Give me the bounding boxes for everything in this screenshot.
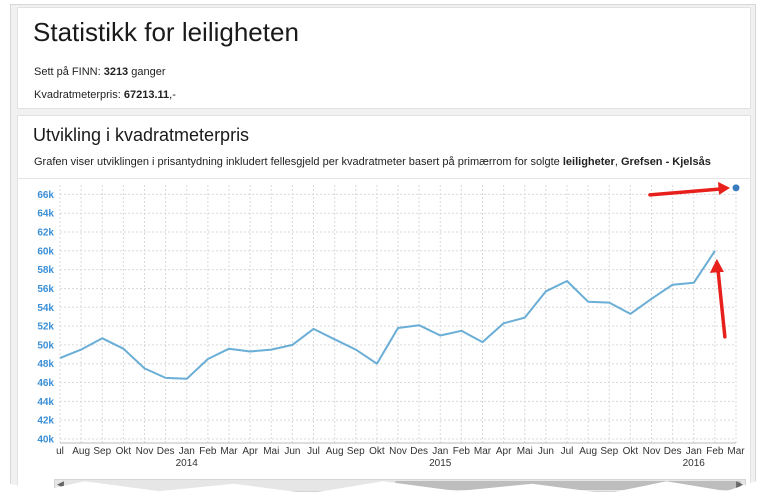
x-tick-label: Nov: [389, 446, 407, 457]
chart-series: [59, 184, 740, 380]
views-suffix: ganger: [131, 66, 166, 78]
price-development-card: Utvikling i kvadratmeterpris Grafen vise…: [17, 115, 751, 494]
sqm-price-suffix: ,-: [169, 89, 176, 101]
x-tick-label: Apr: [496, 446, 512, 457]
page-title: Statistikk for leiligheten: [33, 17, 299, 47]
x-tick-label: Nov: [136, 446, 154, 457]
x-tick-label: Jun: [538, 446, 554, 457]
x-tick-label: Okt: [116, 446, 132, 457]
scrollbar-thumb[interactable]: [395, 481, 741, 490]
description-text: Grafen viser utviklingen i prisantydning…: [34, 156, 560, 168]
x-tick-label: Sep: [600, 446, 618, 457]
x-tick-label: Sep: [93, 446, 111, 457]
chart-annotations: [648, 181, 730, 339]
x-tick-label: Okt: [369, 446, 385, 457]
x-tick-label: Feb: [706, 446, 724, 457]
chart-scrollbar[interactable]: ◀ ▶: [54, 479, 746, 492]
x-tick-label: Mai: [263, 446, 279, 457]
arrow-shaft: [716, 267, 727, 339]
x-year-label: 2016: [683, 458, 706, 469]
price-line-chart: 40k 42k 44k 46k 48k 50k 52k 54k 56k 58k 60k 62k 64k 6…: [37, 181, 745, 469]
y-tick-label: 40k: [37, 435, 54, 446]
x-year-label: 2015: [429, 458, 452, 469]
x-axis: ul Aug Sep Okt Nov Des Jan Feb Mar Apr Mai Jun Jul Au…: [56, 442, 745, 469]
section-description: Grafen viser utviklingen i prisantydning…: [34, 156, 711, 168]
sqm-price-value: 67213.11: [123, 89, 170, 101]
x-tick-label: Jun: [284, 446, 300, 457]
chart-grid: [59, 185, 737, 443]
arrow-head: [718, 181, 730, 195]
x-tick-label: Jul: [561, 446, 574, 457]
x-tick-label: Aug: [72, 446, 90, 457]
statistics-page: Statistikk for leiligheten Sett på FINN:…: [10, 4, 756, 494]
y-tick-label: 54k: [37, 303, 54, 314]
x-tick-label: Apr: [242, 446, 258, 457]
x-tick-label: Des: [157, 446, 175, 457]
y-tick-label: 62k: [37, 228, 54, 239]
views-stat: Sett på FINN: 3213 ganger: [34, 66, 166, 78]
x-tick-label: Aug: [579, 446, 597, 457]
scroll-left-icon[interactable]: ◀: [57, 479, 64, 489]
x-tick-label: Feb: [453, 446, 471, 457]
x-tick-label: Mar: [474, 446, 492, 457]
x-tick-label: Aug: [326, 446, 344, 457]
x-tick-label: Feb: [199, 446, 217, 457]
x-year-label: 2014: [176, 458, 199, 469]
y-tick-label: 52k: [37, 322, 54, 333]
y-tick-label: 58k: [37, 265, 54, 276]
y-tick-label: 66k: [37, 190, 54, 201]
section-title: Utvikling i kvadratmeterpris: [33, 125, 250, 145]
x-tick-label: ul: [56, 446, 64, 457]
x-tick-label: Jan: [179, 446, 195, 457]
x-tick-label: Jul: [307, 446, 320, 457]
y-axis: 40k 42k 44k 46k 48k 50k 52k 54k 56k 58k 60k 62k 64k 6…: [37, 190, 54, 446]
series-line: [59, 250, 716, 380]
y-tick-label: 60k: [37, 246, 54, 257]
x-tick-label: Jan: [432, 446, 448, 457]
scroll-right-icon[interactable]: ▶: [736, 479, 743, 489]
description-type: leiligheter: [562, 156, 615, 168]
y-tick-label: 46k: [37, 378, 54, 389]
stats-summary-card: Statistikk for leiligheten Sett på FINN:…: [17, 7, 751, 109]
y-tick-label: 64k: [37, 209, 54, 220]
red-arrow-icon: [648, 181, 730, 197]
arrow-head: [709, 258, 724, 273]
x-tick-label: Sep: [347, 446, 365, 457]
x-tick-label: Jan: [686, 446, 702, 457]
x-tick-label: Mar: [727, 446, 745, 457]
red-arrow-icon: [709, 258, 727, 339]
description-area: Grefsen - Kjelsås: [620, 156, 711, 168]
y-tick-label: 44k: [37, 397, 54, 408]
sqm-price-stat: Kvadratmeterpris: 67213.11,-: [34, 89, 176, 101]
y-tick-label: 56k: [37, 284, 54, 295]
y-tick-label: 48k: [37, 359, 54, 370]
highlight-point: [732, 184, 740, 192]
x-tick-label: Nov: [643, 446, 661, 457]
views-label: Sett på FINN:: [34, 66, 101, 78]
y-tick-label: 50k: [37, 340, 54, 351]
sqm-price-label: Kvadratmeterpris:: [34, 89, 121, 101]
x-tick-label: Des: [664, 446, 682, 457]
x-tick-label: Des: [410, 446, 428, 457]
y-tick-label: 42k: [37, 416, 54, 427]
views-value: 3213: [103, 66, 129, 78]
section-divider: [18, 178, 750, 179]
x-tick-label: Okt: [623, 446, 639, 457]
x-tick-label: Mar: [220, 446, 238, 457]
arrow-shaft: [648, 187, 724, 197]
x-tick-label: Mai: [517, 446, 533, 457]
